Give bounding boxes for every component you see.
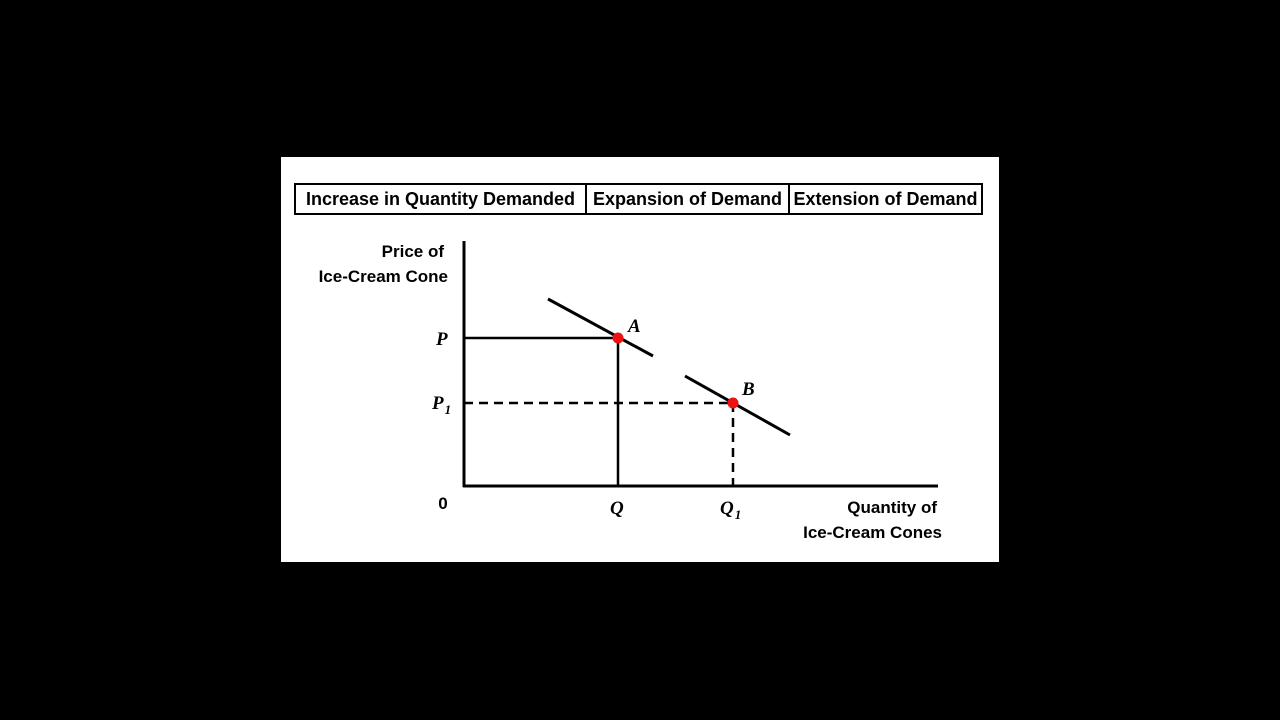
point-a-marker [612,332,624,344]
demand-curve-segment [547,297,654,358]
point-b-marker [727,397,739,409]
point-a-label: A [627,316,641,337]
slide-panel: Increase in Quantity Demanded Expansion … [281,157,999,562]
header-cell-quantity-demanded: Increase in Quantity Demanded [305,188,576,209]
price-label-p1: P1 [431,393,451,417]
header-table: Increase in Quantity Demanded Expansion … [294,183,983,215]
header-cell-extension: Extension of Demand [788,185,981,213]
header-cell-expansion: Expansion of Demand [585,185,788,213]
demand-diagram: A B Price of Ice-Cream Cone Quantity of … [319,241,942,542]
point-b-label: B [741,379,755,400]
y-axis-label-line1: Price of [382,242,445,261]
price-label-p: P [435,329,448,350]
y-axis-label-line2: Ice-Cream Cone [319,267,448,286]
quantity-label-q1: Q1 [720,498,741,522]
x-axis-label-line2: Ice-Cream Cones [803,523,942,542]
quantity-label-q: Q [610,498,624,519]
x-axis-label-line1: Quantity of [847,498,937,517]
origin-label: 0 [438,494,447,513]
